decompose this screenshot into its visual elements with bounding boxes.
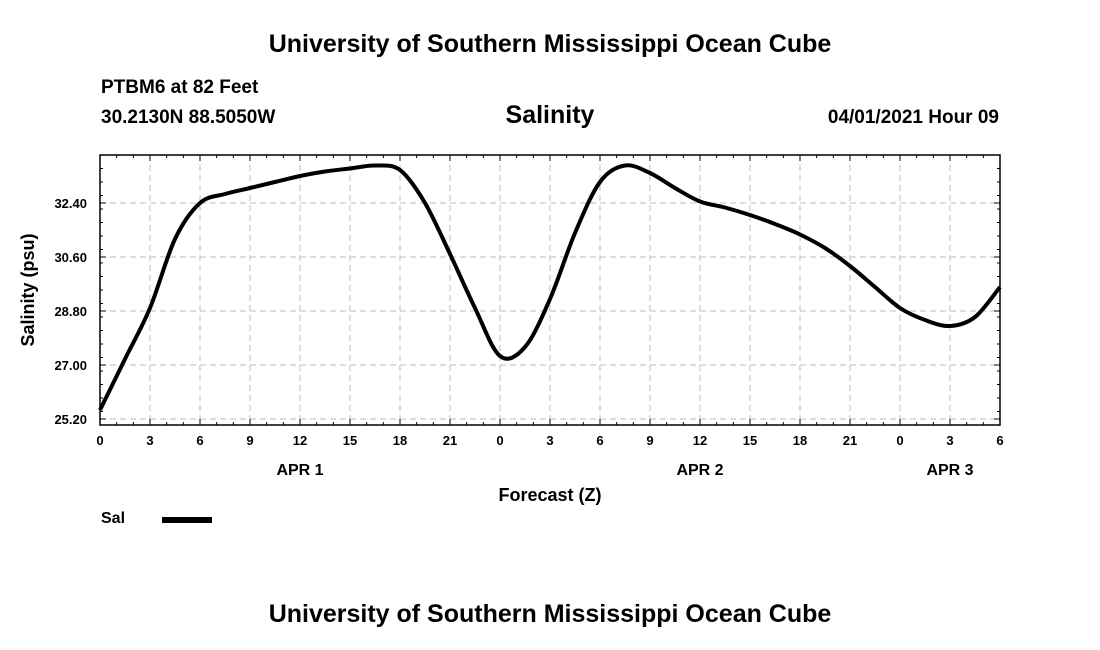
bottom-title: University of Southern Mississippi Ocean… — [268, 600, 832, 628]
y-tick-label: 30.60 — [54, 250, 87, 265]
x-tick-label: 9 — [646, 433, 653, 448]
x-tick-label: 12 — [693, 433, 707, 448]
date-label: APR 2 — [676, 462, 723, 479]
x-tick-label: 3 — [946, 433, 953, 448]
top-title: University of Southern Mississippi Ocean… — [268, 30, 832, 58]
x-tick-label: 18 — [793, 433, 807, 448]
x-tick-label: 9 — [246, 433, 253, 448]
station-coordinates: 30.2130N 88.5050W — [101, 107, 276, 128]
forecast-timestamp: 04/01/2021 Hour 09 — [827, 107, 999, 128]
grid-lines — [100, 155, 1000, 425]
x-tick-label: 0 — [496, 433, 503, 448]
x-tick-label: 15 — [343, 433, 357, 448]
x-tick-label: 6 — [596, 433, 603, 448]
x-tick-label: 6 — [196, 433, 203, 448]
y-tick-label: 32.40 — [54, 196, 87, 211]
legend-line-swatch — [162, 517, 212, 523]
x-tick-label: 21 — [443, 433, 457, 448]
date-label: APR 1 — [276, 462, 323, 479]
x-tick-label: 12 — [293, 433, 307, 448]
series-layer — [98, 163, 1002, 411]
y-tick-label: 25.20 — [54, 412, 87, 427]
x-tick-label: 21 — [843, 433, 857, 448]
station-name: PTBM6 at 82 Feet — [101, 77, 259, 98]
legend-label: Sal — [101, 510, 126, 527]
date-label: APR 3 — [926, 462, 973, 479]
chart-title: Salinity — [505, 101, 595, 129]
x-tick-label: 18 — [393, 433, 407, 448]
series-line-sal — [98, 163, 1002, 411]
x-tick-label: 6 — [996, 433, 1003, 448]
y-axis-label: Salinity (psu) — [18, 233, 38, 346]
x-axis-label: Forecast (Z) — [498, 485, 601, 505]
x-tick-label: 3 — [546, 433, 553, 448]
y-tick-label: 27.00 — [54, 358, 87, 373]
x-tick-label: 15 — [743, 433, 757, 448]
x-tick-label: 0 — [96, 433, 103, 448]
x-tick-label: 3 — [146, 433, 153, 448]
tick-layer: 0 3 6 9 12 15 18 21 0 3 6 9 12 15 18 21 0 3 6 25.20 27.00 28.… — [54, 154, 1004, 479]
y-tick-label: 28.80 — [54, 304, 87, 319]
x-tick-label: 0 — [896, 433, 903, 448]
